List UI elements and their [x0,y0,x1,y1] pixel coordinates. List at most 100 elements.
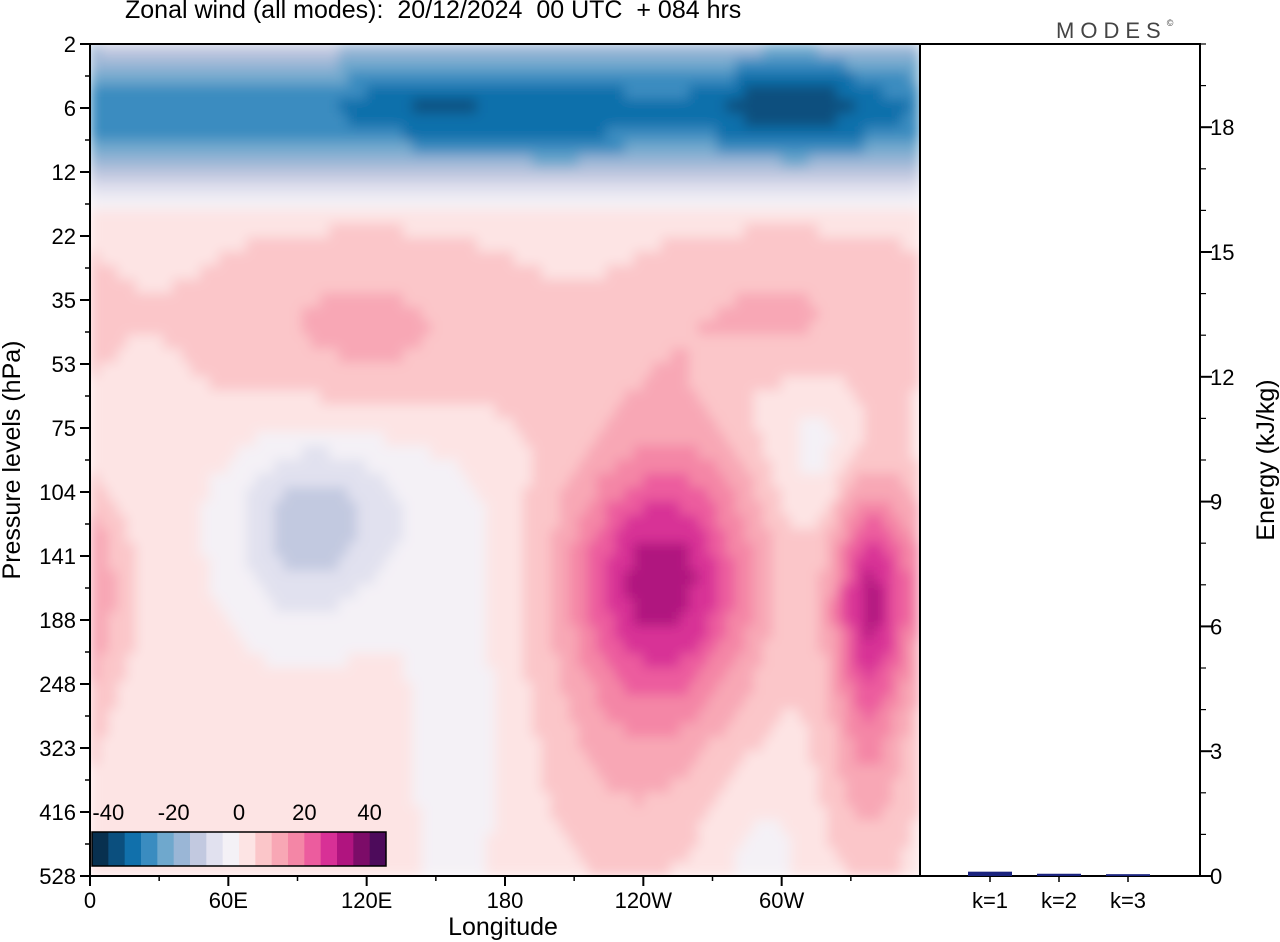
heatmap-cell [642,112,654,128]
heatmap-cell [790,376,801,392]
heatmap-cell [670,376,681,392]
heatmap-cell [910,431,920,447]
heatmap-cell [458,196,469,211]
heatmap-cell [227,764,239,780]
heatmap-cell [227,639,239,655]
heatmap-cell [476,390,488,406]
heatmap-cell [725,639,737,655]
heatmap-cell [910,445,920,461]
heatmap-cell [845,306,856,322]
heatmap-cell [218,473,229,489]
heatmap-cell [698,736,709,752]
heatmap-cell [421,570,432,586]
heatmap-cell [762,223,773,239]
heatmap-cell [790,126,801,142]
heatmap-cell [707,140,718,156]
heatmap-cell [329,806,340,822]
heatmap-cell [430,570,441,586]
heatmap-cell [218,182,229,198]
heatmap-cell [901,196,912,211]
heatmap-cell [163,639,174,655]
heatmap-cell [144,57,156,73]
heatmap-cell [569,293,580,308]
heatmap-cell [172,209,183,225]
heatmap-cell [218,112,229,128]
heatmap-cell [854,182,866,198]
heatmap-cell [144,182,156,198]
heatmap-cell [605,570,617,586]
heatmap-cell [642,709,654,724]
heatmap-cell [596,279,607,295]
heatmap-cell [458,542,469,558]
heatmap-cell [513,168,524,184]
heatmap-cell [237,487,248,503]
heatmap-cell [209,598,220,614]
heatmap-cell [430,487,441,503]
heatmap-cell [200,639,211,655]
heatmap-cell [559,501,571,516]
heatmap-cell [144,750,156,766]
heatmap-cell [190,598,202,614]
heatmap-cell [845,681,856,697]
heatmap-cell [90,681,100,697]
heatmap-cell [513,334,524,350]
heatmap-cell [393,473,405,489]
heatmap-cell [762,736,773,752]
heatmap-cell [596,417,607,433]
heatmap-cell [587,44,598,59]
heatmap-cell [255,806,266,822]
heatmap-cell [144,237,156,253]
heatmap-cell [569,223,580,239]
heatmap-cell [172,528,183,544]
heatmap-cell [605,376,617,392]
heatmap-cell [513,362,524,378]
heatmap-cell [329,556,340,572]
heatmap-cell [403,514,414,530]
heatmap-cell [735,473,746,489]
heatmap-cell [827,792,838,808]
heatmap-cell [504,501,515,516]
heatmap-cell [227,431,239,447]
heatmap-cell [218,514,229,530]
heatmap-cell [864,98,875,114]
heatmap-cell [642,320,654,336]
heatmap-cell [467,528,478,544]
heatmap-cell [688,764,700,780]
heatmap-cell [283,445,294,461]
heatmap-cell [596,362,607,378]
heatmap-cell [550,542,561,558]
heatmap-cell [412,764,423,780]
heatmap-cell [550,71,561,87]
heatmap-cell [181,806,192,822]
heatmap-cell [467,625,478,641]
heatmap-cell [218,404,229,419]
heatmap-cell [338,542,349,558]
heatmap-cell [301,265,312,281]
heatmap-cell [679,168,690,184]
heatmap-cell [891,196,903,211]
heatmap-cell [209,279,220,295]
heatmap-cell [698,792,709,808]
heatmap-cell [209,251,220,267]
heatmap-cell [430,140,441,156]
heatmap-cell [366,320,377,336]
heatmap-cell [854,334,866,350]
heatmap-cell [587,612,598,627]
heatmap-cell [430,44,441,59]
heatmap-cell [200,709,211,724]
heatmap-cell [283,514,294,530]
heatmap-cell [301,334,312,350]
heatmap-cell [439,639,451,655]
heatmap-cell [329,459,340,475]
heatmap-cell [854,57,866,73]
heatmap-cell [144,293,156,308]
heatmap-cell [587,445,598,461]
heatmap-cell [154,44,165,59]
heatmap-cell [781,126,792,142]
heatmap-cell [98,459,109,475]
heatmap-cell [559,404,571,419]
heatmap-cell [633,722,644,738]
heatmap-cell [375,681,386,697]
heatmap-cell [744,320,755,336]
heatmap-cell [504,556,515,572]
